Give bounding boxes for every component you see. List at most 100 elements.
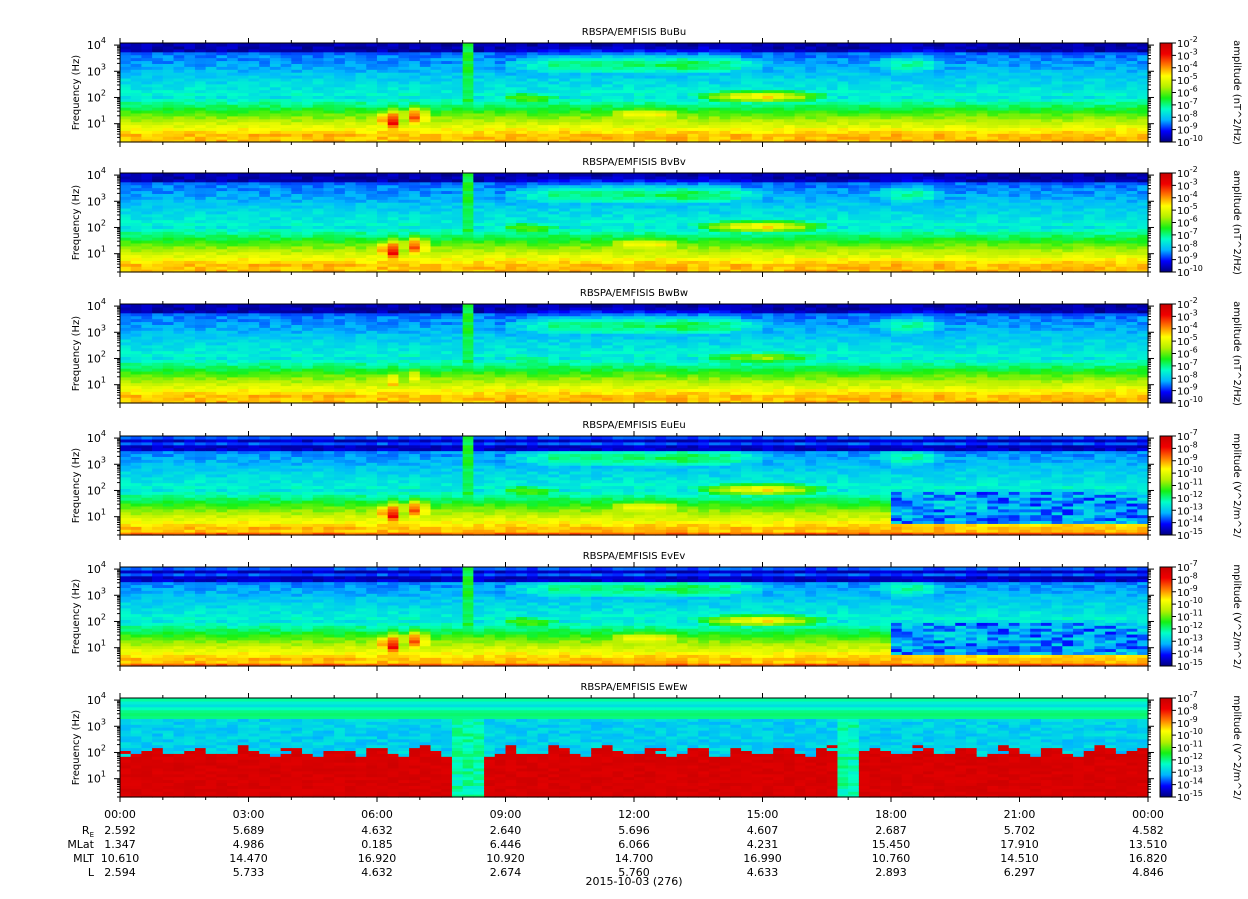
spectrogram-cell xyxy=(152,66,164,70)
spectrogram-cell xyxy=(334,136,346,140)
spectrogram-cell xyxy=(366,124,378,129)
spectrogram-cell xyxy=(302,173,314,177)
spectrogram-cell xyxy=(141,127,153,131)
spectrogram-cell xyxy=(216,54,228,59)
spectrogram-cell xyxy=(398,63,410,67)
spectrogram-cell xyxy=(162,107,175,111)
spectrogram-cell xyxy=(248,107,260,111)
spectrogram-cell xyxy=(237,72,250,76)
spectrogram-cell xyxy=(205,127,217,131)
spectrogram-cell xyxy=(259,118,271,123)
spectrogram-cell xyxy=(312,54,325,59)
spectrogram-cell xyxy=(259,130,271,134)
spectrogram-cell xyxy=(334,124,346,129)
spectrogram-cell xyxy=(451,57,464,62)
spectrogram-cell xyxy=(280,109,292,114)
spectrogram-cell xyxy=(194,130,207,134)
spectrogram-cell xyxy=(216,86,228,91)
spectrogram-cell xyxy=(194,51,207,56)
spectrogram-cell xyxy=(762,43,774,47)
spectrogram-cell xyxy=(194,95,207,99)
spectrogram-cell xyxy=(409,66,421,70)
spectrogram-cell xyxy=(409,173,421,177)
spectrogram-cell xyxy=(494,136,507,140)
spectrogram-cell xyxy=(484,51,496,56)
spectrogram-cell xyxy=(419,118,432,123)
spectrogram-cell xyxy=(419,104,432,108)
spectrogram-cell xyxy=(173,107,185,111)
spectrogram-cell xyxy=(344,89,357,94)
spectrogram-cell xyxy=(398,45,410,50)
spectrogram-cell xyxy=(312,60,325,64)
spectrogram-cell xyxy=(334,118,346,123)
spectrogram-cell xyxy=(430,118,442,123)
spectrogram-cell xyxy=(355,72,367,76)
spectrogram-cell xyxy=(451,77,464,82)
spectrogram-cell xyxy=(419,66,432,70)
spectrogram-cell xyxy=(312,115,325,120)
y-axis-label: Frequency (Hz) xyxy=(71,55,82,131)
spectrogram-cell xyxy=(173,51,185,56)
spectrogram-cell xyxy=(366,127,378,131)
spectrogram-cell xyxy=(227,92,239,97)
spectrogram-cell xyxy=(291,43,303,47)
spectrogram-cell xyxy=(1051,43,1063,47)
spectrogram-cell xyxy=(184,45,196,50)
spectrogram-cell xyxy=(398,127,410,131)
spectrogram-cell xyxy=(237,89,250,94)
spectrogram-cell xyxy=(120,92,132,97)
spectrogram-cell xyxy=(162,130,175,134)
spectrogram-cell xyxy=(173,57,185,62)
spectrogram-cell xyxy=(291,80,303,85)
spectrogram-cell xyxy=(141,139,153,143)
spectrogram-cell xyxy=(280,130,292,134)
spectrogram-cell xyxy=(355,136,367,140)
spectrogram-cell xyxy=(462,92,474,97)
spectrogram-cell xyxy=(419,98,432,102)
spectrogram-cell xyxy=(430,109,442,114)
colorbar-label: amplitude (nT^2/Hz) xyxy=(1231,40,1242,145)
spectrogram-cell xyxy=(269,45,282,50)
spectrogram-cell xyxy=(409,95,421,99)
spectrogram-cell xyxy=(152,63,164,67)
spectrogram-cell xyxy=(462,66,474,70)
spectrogram-cell xyxy=(473,107,485,111)
spectrogram-cell xyxy=(302,89,314,94)
spectrogram-cell xyxy=(280,63,292,67)
spectrogram-cell xyxy=(409,130,421,134)
spectrogram-cell xyxy=(387,43,400,47)
spectrogram-cell xyxy=(184,77,196,82)
spectrogram-cell xyxy=(184,69,196,73)
spectrogram-cell xyxy=(387,77,400,82)
spectrogram-cell xyxy=(933,43,946,47)
spectrogram-cell xyxy=(302,72,314,76)
spectrogram-cell xyxy=(227,57,239,62)
spectrogram-cell xyxy=(526,43,539,47)
spectrogram-cell xyxy=(409,124,421,129)
spectrogram-cell xyxy=(387,173,400,177)
spectrogram-cell xyxy=(484,43,496,47)
spectrogram-cell xyxy=(205,43,217,47)
spectrogram-cell xyxy=(152,136,164,140)
spectrogram-cell xyxy=(366,80,378,85)
spectrogram-cell xyxy=(248,124,260,129)
spectrogram-cell xyxy=(269,112,282,117)
spectrogram-cell xyxy=(355,130,367,134)
spectrogram-cell xyxy=(473,77,485,82)
spectrogram-cell xyxy=(312,89,325,94)
spectrogram-cell xyxy=(130,57,143,62)
spectrogram-cell xyxy=(280,121,292,126)
spectrogram-cell xyxy=(162,51,175,56)
spectrogram-cell xyxy=(130,43,143,47)
spectrogram-cell xyxy=(484,130,496,134)
spectrogram-cell xyxy=(269,80,282,85)
spectrogram-cell xyxy=(205,104,217,108)
spectrogram-cell xyxy=(184,121,196,126)
spectrogram-cell xyxy=(302,43,314,47)
spectrogram-cell xyxy=(377,75,389,79)
spectrogram-cell xyxy=(162,83,175,88)
spectrogram-cell xyxy=(205,48,217,53)
spectrogram-cell xyxy=(473,136,485,140)
spectrogram-cell xyxy=(398,101,410,105)
spectrogram-cell xyxy=(409,45,421,50)
